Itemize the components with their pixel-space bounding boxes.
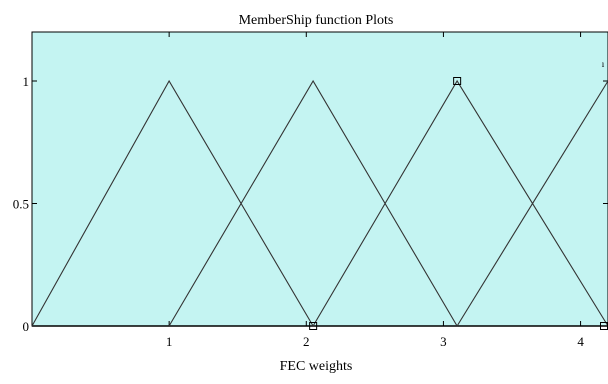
y-tick-label: 0.5 [13, 197, 29, 212]
x-tick-label: 4 [577, 334, 584, 349]
membership-line-4 [456, 80, 608, 327]
corner-mark: ı [602, 59, 605, 69]
plot-area [31, 31, 608, 327]
square-marker [309, 322, 318, 330]
tick-layer: 1 2 3 4 0 0.5 1 [13, 32, 608, 349]
membership-line-1 [31, 79, 314, 327]
marker-layer [309, 77, 608, 330]
square-marker [453, 77, 462, 85]
y-tick-label: 0 [23, 319, 30, 334]
line-layer [31, 79, 608, 327]
y-tick-label: 1 [23, 74, 30, 89]
membership-line-2 [168, 79, 458, 327]
x-tick-label: 3 [440, 334, 447, 349]
chart-title: MemberShip function Plots [239, 13, 394, 28]
x-tick-label: 1 [166, 334, 173, 349]
x-tick-label: 2 [303, 334, 310, 349]
membership-line-3 [312, 79, 608, 327]
x-axis-label: FEC weights [280, 359, 353, 374]
